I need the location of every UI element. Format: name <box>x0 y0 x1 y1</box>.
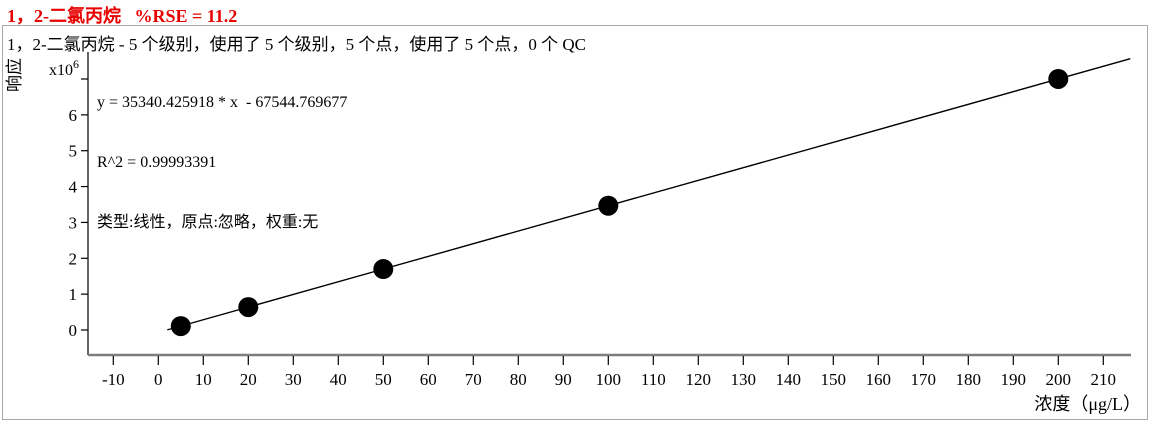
x-tick-label: 130 <box>731 370 757 389</box>
x-tick-label: 40 <box>330 370 347 389</box>
x-tick-label: -10 <box>102 370 125 389</box>
x-tick-label: 50 <box>375 370 392 389</box>
fit-equation-box: y = 35340.425918 * x - 67544.769677 R^2 … <box>97 53 347 253</box>
x-tick-label: 60 <box>420 370 437 389</box>
x-tick-label: 10 <box>195 370 212 389</box>
calibration-point[interactable] <box>238 297 259 318</box>
fit-equation: y = 35340.425918 * x - 67544.769677 <box>97 94 348 111</box>
x-axis-title: 浓度（μg/L） <box>1034 394 1141 414</box>
x-tick-label: 100 <box>596 370 622 389</box>
compound-title: 1，2-二氯丙烷 %RSE = 11.2 <box>7 6 238 26</box>
x-tick-label: 160 <box>866 370 892 389</box>
x-tick-label: 20 <box>240 370 257 389</box>
y-scale-label: x106 <box>49 57 79 79</box>
x-tick-label: 120 <box>686 370 712 389</box>
fit-model-settings: 类型:线性，原点:忽略，权重:无 <box>97 214 319 231</box>
calibration-fit-line <box>167 58 1131 331</box>
x-tick-label: 70 <box>465 370 482 389</box>
y-tick-label: 5 <box>69 142 78 161</box>
calibration-point[interactable] <box>598 195 619 216</box>
x-tick-label: 0 <box>154 370 163 389</box>
x-tick-label: 170 <box>911 370 937 389</box>
x-tick-label: 110 <box>641 370 666 389</box>
x-tick-label: 210 <box>1091 370 1117 389</box>
x-tick-label: 180 <box>956 370 982 389</box>
y-tick-label: 1 <box>69 285 78 304</box>
calibration-summary: 1，2-二氯丙烷 - 5 个级别，使用了 5 个级别，5 个点，使用了 5 个点… <box>7 35 586 54</box>
calibration-point[interactable] <box>1048 68 1069 89</box>
y-tick-label: 3 <box>69 213 78 232</box>
x-tick-label: 80 <box>510 370 527 389</box>
y-axis-title: 响应 <box>5 58 24 92</box>
fit-r-squared: R^2 = 0.99993391 <box>97 154 217 171</box>
x-tick-label: 200 <box>1046 370 1072 389</box>
calibration-point[interactable] <box>373 259 394 280</box>
x-tick-label: 190 <box>1001 370 1027 389</box>
y-tick-label: 2 <box>69 249 78 268</box>
calibration-point[interactable] <box>170 316 191 337</box>
x-tick-label: 150 <box>821 370 847 389</box>
x-tick-label: 140 <box>776 370 802 389</box>
x-tick-label: 30 <box>285 370 302 389</box>
y-tick-label: 0 <box>69 321 78 340</box>
y-tick-label: 4 <box>69 178 78 197</box>
y-tick-label: 6 <box>69 106 78 125</box>
x-tick-label: 90 <box>555 370 572 389</box>
